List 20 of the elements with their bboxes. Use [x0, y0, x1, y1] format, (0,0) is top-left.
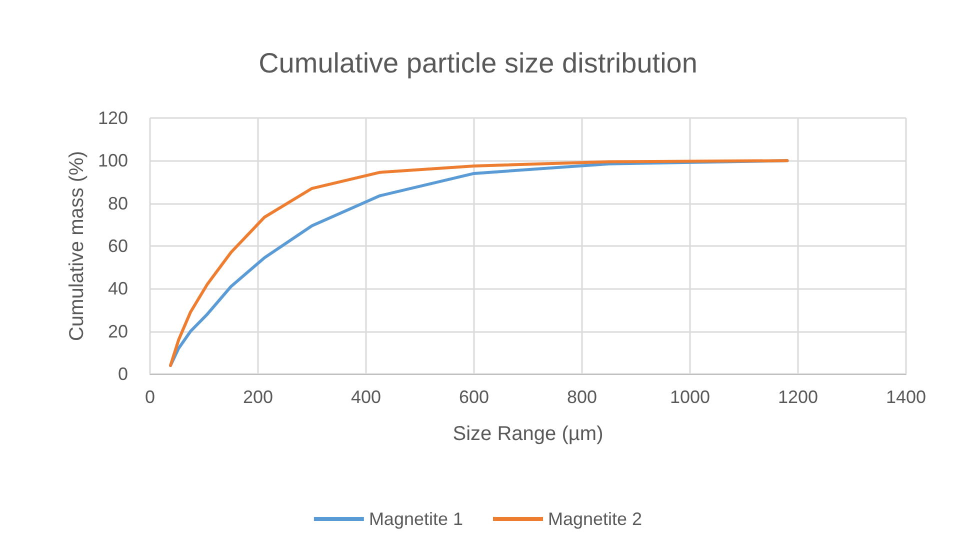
legend-label: Magnetite 2	[548, 509, 642, 529]
x-tick-label: 1000	[670, 387, 710, 407]
x-axis-title: Size Range (µm)	[452, 423, 604, 445]
legend-label: Magnetite 1	[368, 509, 463, 529]
x-tick-label: 1400	[886, 387, 926, 407]
y-axis-title: Cumulative mass (%)	[66, 150, 88, 342]
x-tick-label: 200	[242, 387, 274, 407]
x-tick-label: 1200	[778, 387, 818, 407]
x-tick-label: 0	[144, 387, 156, 407]
chart-title: Cumulative particle size distribution	[258, 48, 698, 78]
x-tick-label: 800	[566, 387, 598, 407]
y-tick-label: 40	[108, 278, 128, 299]
y-tick-label: 80	[108, 193, 128, 214]
y-tick-label: 120	[98, 108, 128, 128]
x-tick-label: 600	[458, 387, 490, 407]
y-tick-label: 0	[118, 364, 128, 384]
y-tick-label: 20	[108, 321, 128, 342]
x-tick-label: 400	[350, 387, 382, 407]
y-tick-label: 100	[98, 150, 128, 171]
y-tick-label: 60	[108, 236, 128, 256]
